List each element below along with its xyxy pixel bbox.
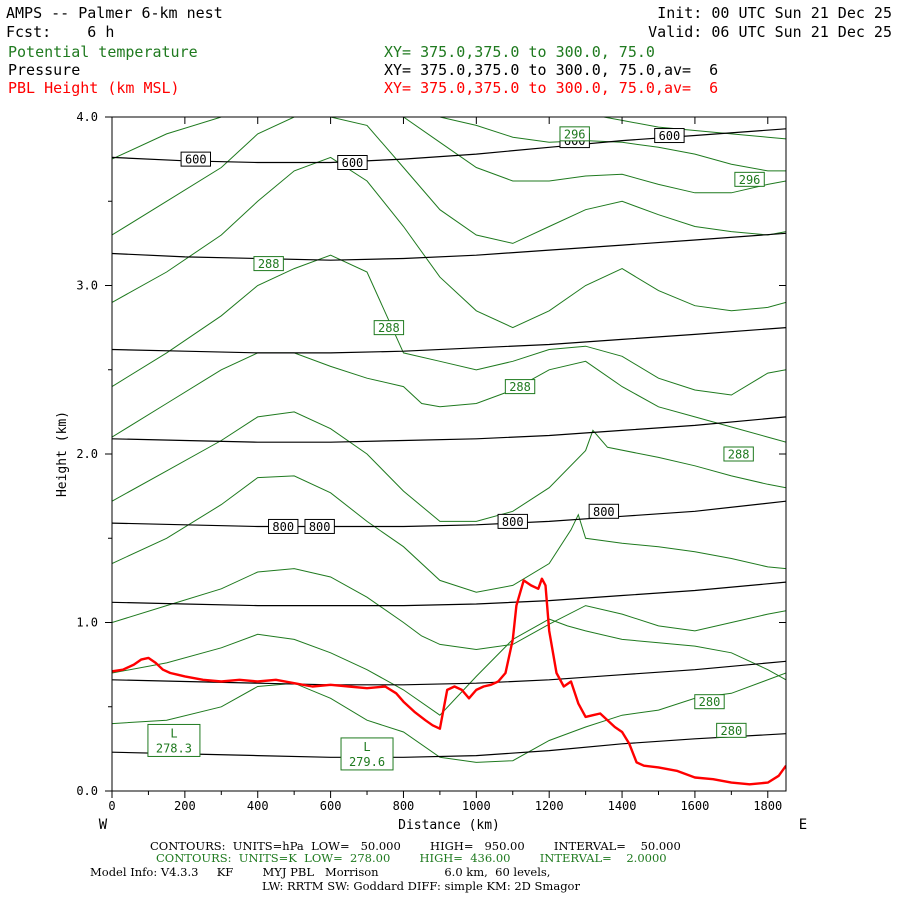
low-box-1 (340, 737, 394, 771)
x-tick-label-3: 600 (320, 799, 342, 813)
pressure-label-3: 600 (659, 129, 681, 143)
pressure-label-1: 600 (342, 156, 364, 170)
pressure-label-1-box (337, 154, 368, 170)
theta-contour-10 (439, 117, 786, 172)
x-tick-label-8: 1600 (680, 799, 709, 813)
theta-contour-3 (112, 475, 786, 593)
theta-label-4-box (504, 379, 536, 395)
theta-label-6: 280 (699, 695, 721, 709)
low-marker-0: L (170, 726, 177, 740)
pressure-label-4: 800 (272, 520, 294, 534)
pressure-label-7: 800 (593, 505, 615, 519)
init-time: Init: 00 UTC Sun 21 Dec 25 (657, 4, 892, 22)
pressure-contour-650 (112, 232, 786, 261)
theta-label-7-box (716, 722, 747, 738)
y-tick-label-3: 3.0 (76, 279, 98, 293)
pressure-contour-600 (112, 128, 786, 164)
forecast-hour: Fcst: 6 h (6, 23, 115, 41)
theta-contour-5 (112, 352, 786, 443)
theta-label-0: 296 (564, 127, 586, 141)
theta-label-6-box (694, 694, 725, 710)
pressure-contour-850 (112, 581, 786, 607)
field2-xy: XY= 375.0,375.0 to 300.0, 75.0,av= 6 (384, 61, 719, 79)
theta-label-1-box (734, 171, 765, 187)
x-axis-label: Distance (km) (398, 818, 500, 833)
x-tick-label-5: 1000 (462, 799, 491, 813)
pressure-contour-700 (112, 327, 786, 354)
field3-xy: XY= 375.0,375.0 to 300.0, 75.0,av= 6 (384, 79, 719, 97)
theta-contour-9 (112, 117, 786, 194)
pbl-height-series (112, 577, 786, 786)
pressure-label-7-box (588, 503, 620, 519)
theta-label-2: 288 (258, 257, 280, 271)
pressure-label-5: 800 (309, 520, 331, 534)
field1-name: Potential temperature (8, 43, 198, 61)
field3-name: PBL Height (km MSL) (8, 79, 180, 97)
y-tick-label-0: 0.0 (76, 784, 98, 798)
theta-label-5-box (723, 446, 754, 462)
pressure-label-0-box (180, 151, 211, 167)
pressure-label-5-box (304, 518, 335, 534)
x-tick-label-6: 1200 (535, 799, 564, 813)
theta-label-4: 288 (509, 380, 531, 394)
y-tick-label-4: 4.0 (76, 110, 98, 124)
pressure-label-3-box (654, 128, 685, 144)
x-tick-label-7: 1400 (608, 799, 637, 813)
theta-label-5: 288 (728, 448, 750, 462)
low-value-1: 279.6 (349, 755, 385, 769)
theta-label-3-box (373, 320, 405, 336)
theta-label-0-box (559, 126, 590, 142)
pressure-contour-750 (112, 416, 786, 443)
low-value-0: 278.3 (156, 741, 192, 755)
theta-contour-2 (112, 568, 786, 651)
theta-contour-4 (112, 411, 786, 522)
pressure-contour-800 (112, 500, 786, 528)
low-marker-1: L (363, 740, 370, 754)
footer-physics: LW: RRTM SW: Goddard DIFF: simple KM: 2D… (262, 879, 580, 893)
theta-label-2-box (253, 256, 284, 272)
y-axis-label: Height (km) (55, 411, 70, 497)
theta-contour-7 (112, 156, 786, 329)
plot-axes: 0 200 400 600 800 1000 1200 1400 1600 1800 0.0 1.0 2… (55, 110, 807, 833)
theta-contour-8 (112, 117, 786, 244)
east-label: E (799, 817, 807, 833)
chart-title: AMPS -- Palmer 6-km nest (6, 4, 223, 22)
x-tick-label-0: 0 (108, 799, 115, 813)
field1-xy: XY= 375.0,375.0 to 300.0, 75.0 (384, 43, 655, 61)
footer-contours-theta: CONTOURS: UNITS=K LOW= 278.00 HIGH= 436.… (156, 851, 667, 865)
y-tick-label-1: 1.0 (76, 616, 98, 630)
theta-label-7: 280 (721, 724, 743, 738)
theta-label-3: 288 (378, 321, 400, 335)
theta-contour-6 (112, 254, 786, 396)
y-tick-label-2: 2.0 (76, 447, 98, 461)
west-label: W (99, 817, 108, 833)
x-tick-label-4: 800 (393, 799, 415, 813)
pressure-label-0: 600 (185, 153, 207, 167)
pressure-label-6: 800 (502, 515, 524, 529)
field2-name: Pressure (8, 61, 81, 79)
theta-label-1: 296 (739, 173, 761, 187)
x-tick-label-9: 1800 (753, 799, 782, 813)
theta-contour-0 (112, 672, 786, 763)
valid-time: Valid: 06 UTC Sun 21 Dec 25 (648, 23, 892, 41)
footer-contours-pressure: CONTOURS: UNITS=hPa LOW= 50.000 HIGH= 95… (150, 839, 681, 853)
theta-contours (112, 117, 786, 763)
pbl-height-line (112, 577, 786, 786)
low-box-0 (147, 723, 201, 757)
pressure-label-4-box (268, 518, 299, 534)
pressure-label-6-box (497, 513, 528, 529)
footer-model-info: Model Info: V4.3.3 KF MYJ PBL Morrison 6… (90, 865, 551, 879)
x-tick-label-1: 200 (174, 799, 196, 813)
x-tick-label-2: 400 (247, 799, 269, 813)
theta-contour-1 (112, 618, 786, 716)
pressure-contour-950 (112, 733, 786, 758)
contour-labels: 6006006006008008008008002962962882882882… (147, 126, 765, 771)
